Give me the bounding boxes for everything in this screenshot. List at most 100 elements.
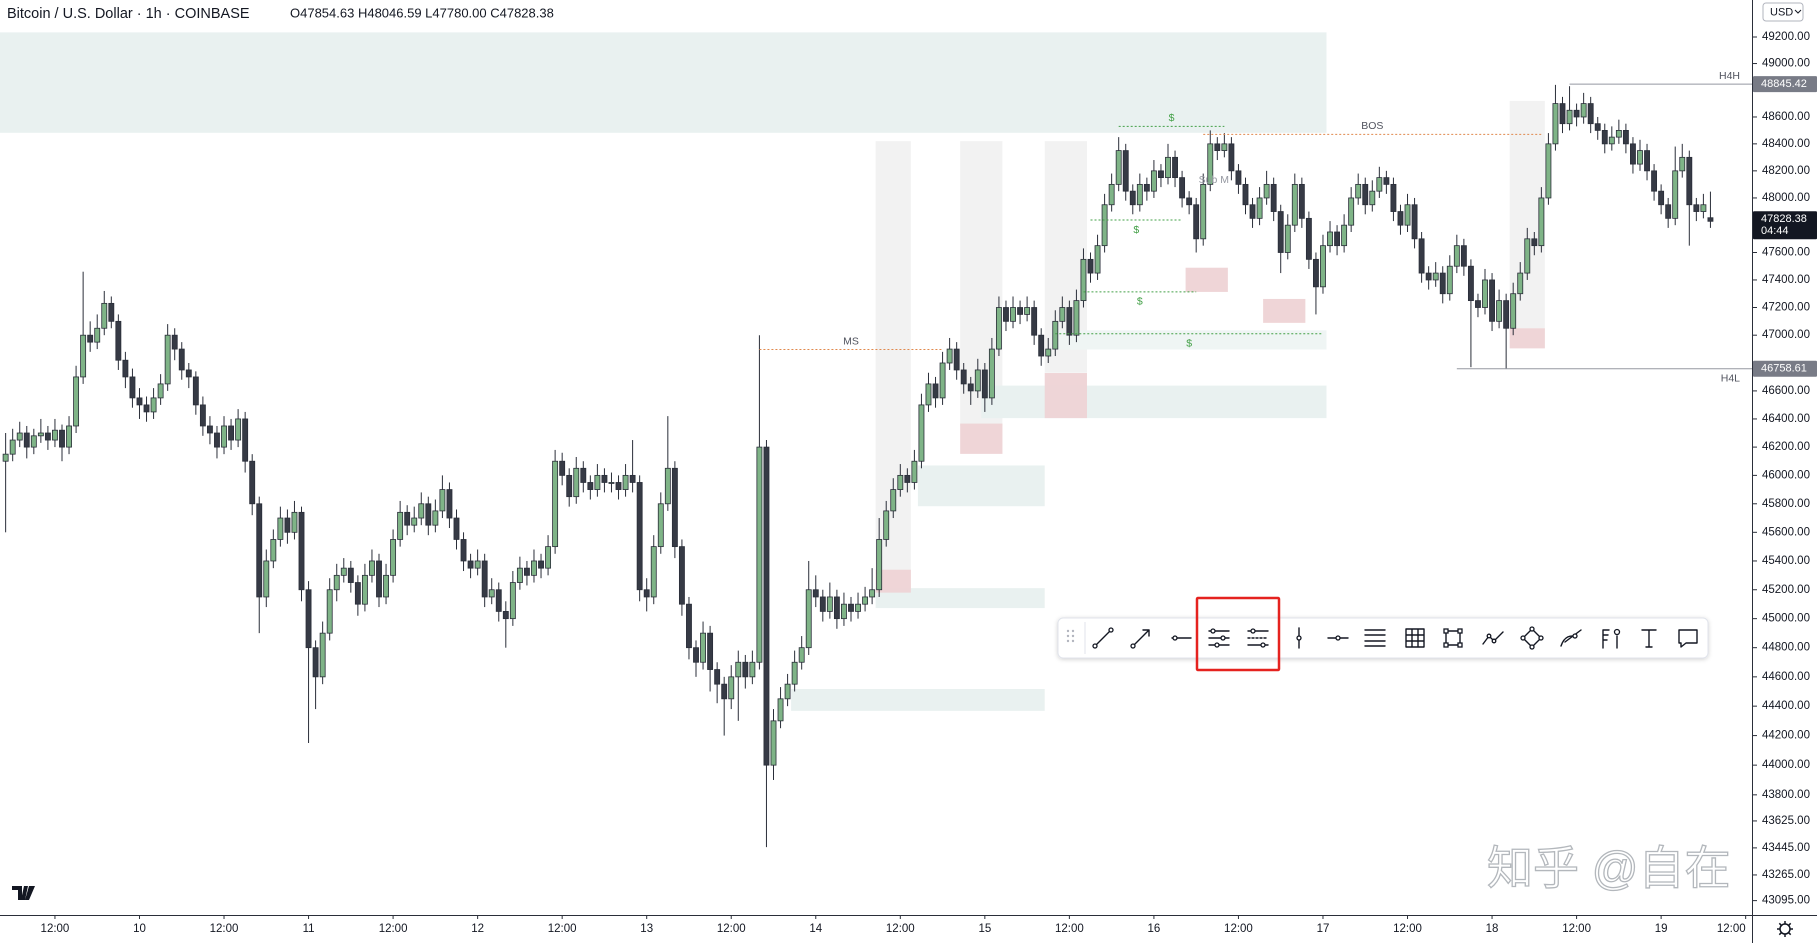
candle-body: [1362, 183, 1369, 206]
x-tick-label: 13: [640, 923, 653, 935]
candle-body: [1235, 170, 1242, 185]
horizontal-ray-tool[interactable]: [1171, 635, 1192, 641]
candle-body: [404, 511, 411, 526]
forecast-tool[interactable]: [1602, 628, 1621, 649]
candle-body: [1256, 197, 1263, 219]
currency-label[interactable]: USD: [1770, 6, 1793, 18]
x-tick-label: 10: [133, 923, 146, 935]
candle-body: [580, 467, 587, 483]
pattern-tool[interactable]: [1520, 626, 1544, 650]
level-label: $: [1186, 338, 1192, 350]
zone: [981, 385, 1327, 419]
x-tick-label: 12: [471, 923, 484, 935]
zone: [0, 32, 1327, 133]
x-tick-label: 19: [1655, 923, 1668, 935]
settings-button[interactable]: [1777, 921, 1793, 937]
candle-body: [1348, 197, 1355, 226]
candle-body: [819, 596, 826, 612]
candle-body: [516, 567, 523, 583]
candle-body: [1686, 156, 1693, 206]
y-tick-label: 47400.00: [1762, 274, 1810, 286]
candle-body: [1693, 204, 1700, 212]
candle-body: [1270, 183, 1277, 212]
candle-body: [1460, 245, 1467, 267]
candle-body: [678, 546, 685, 605]
candle-body: [178, 348, 185, 371]
candle-body: [939, 362, 946, 399]
candle-body: [721, 683, 728, 700]
callout-tool[interactable]: [1678, 629, 1698, 648]
path-tool[interactable]: [1482, 631, 1504, 645]
candle-body: [1439, 272, 1446, 295]
candle-body: [1094, 245, 1101, 274]
candle-body: [552, 460, 559, 548]
candle-body: [833, 596, 840, 620]
candle-body: [1031, 307, 1038, 336]
arrow-tool[interactable]: [1130, 629, 1150, 649]
curve-tool[interactable]: [1560, 629, 1582, 647]
candle-body: [263, 560, 270, 598]
candle-body: [629, 474, 636, 483]
drag-handle[interactable]: [1066, 629, 1075, 643]
candle-body: [1411, 204, 1418, 240]
candle-body: [974, 369, 981, 392]
candle-body: [1425, 272, 1432, 281]
current-price: 47828.38: [1761, 213, 1807, 225]
candle-body: [1390, 183, 1397, 212]
fib-retracement-tool[interactable]: [1364, 629, 1386, 647]
x-tick-label: 12:00: [379, 923, 408, 935]
symbol-title: Bitcoin / U.S. Dollar · 1h · COINBASE: [7, 6, 250, 22]
y-tick-label: 45600.00: [1762, 526, 1810, 538]
candle-body: [770, 720, 777, 766]
candle-body: [1707, 217, 1714, 222]
disjoint-channel-tool[interactable]: [1247, 628, 1269, 648]
candle-body: [340, 567, 347, 576]
x-tick-label: 12:00: [1717, 923, 1746, 935]
tradingview-logo[interactable]: [9, 878, 39, 908]
candle-body: [749, 661, 756, 678]
candle-body: [256, 503, 263, 598]
y-tick-label: 46200.00: [1762, 441, 1810, 453]
candle-body: [841, 603, 847, 620]
candle-body: [876, 539, 883, 591]
trend-line-tool[interactable]: [1092, 627, 1114, 649]
text-tool[interactable]: [1641, 629, 1657, 648]
candle-body: [1637, 150, 1643, 165]
y-tick-label: 44600.00: [1762, 671, 1810, 683]
candle-body: [1122, 150, 1129, 192]
parallel-channel-tool[interactable]: [1208, 628, 1230, 648]
candle-body: [467, 560, 474, 569]
gear-teeth: [1777, 921, 1793, 937]
candle-body: [1559, 103, 1566, 125]
x-tick-label: 12:00: [548, 923, 577, 935]
candle-body: [1580, 103, 1587, 118]
x-tick-label: 16: [1148, 923, 1161, 935]
rectangle-tool[interactable]: [1443, 628, 1463, 648]
candle-body: [700, 632, 706, 663]
candle-body: [1397, 211, 1404, 226]
candle-body: [714, 669, 721, 685]
candle-body: [432, 510, 439, 526]
horizontal-line-tool[interactable]: [1327, 635, 1349, 641]
currency-box[interactable]: [1762, 2, 1804, 22]
candle-body: [1214, 143, 1221, 151]
candle-body: [1115, 150, 1122, 185]
candle-body: [23, 432, 30, 448]
vertical-line-tool[interactable]: [1296, 627, 1302, 649]
candle-body: [354, 582, 361, 605]
gann-box-tool[interactable]: [1405, 628, 1425, 648]
currency-button[interactable]: USD: [1762, 2, 1804, 22]
level-label: H4H: [1719, 70, 1740, 82]
candle-body: [80, 334, 87, 378]
candle-body: [1158, 170, 1164, 179]
candle-body: [488, 589, 495, 598]
y-tick-label: 45000.00: [1762, 613, 1810, 625]
candle-body: [1665, 204, 1672, 219]
candle-body: [291, 511, 298, 533]
candle-body: [538, 560, 544, 569]
candle-body: [192, 376, 199, 406]
candle-body: [1277, 211, 1284, 253]
candle-body: [1228, 143, 1235, 172]
candle-body: [1531, 238, 1538, 247]
